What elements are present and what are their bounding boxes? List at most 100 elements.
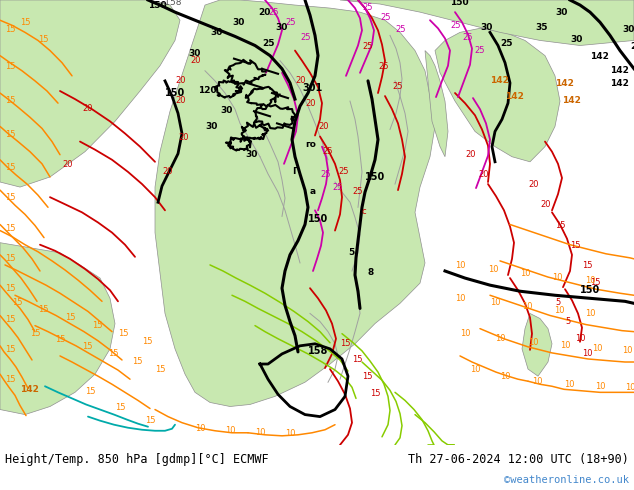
Text: 10: 10 bbox=[255, 428, 266, 437]
Text: 15: 15 bbox=[5, 163, 15, 172]
Text: го: го bbox=[305, 140, 316, 148]
Text: 150: 150 bbox=[308, 215, 328, 224]
Text: 25: 25 bbox=[630, 42, 634, 50]
Text: 30: 30 bbox=[480, 24, 493, 32]
Text: 15: 15 bbox=[5, 193, 15, 202]
Text: 15: 15 bbox=[115, 402, 126, 412]
Text: 10: 10 bbox=[554, 306, 564, 316]
Text: 25: 25 bbox=[322, 147, 332, 156]
Text: 142: 142 bbox=[610, 66, 629, 75]
Polygon shape bbox=[435, 28, 560, 162]
Text: 15: 15 bbox=[362, 372, 373, 381]
Text: 25: 25 bbox=[268, 8, 278, 17]
Text: 10: 10 bbox=[560, 341, 571, 350]
Text: 25: 25 bbox=[320, 170, 330, 179]
Text: 20: 20 bbox=[178, 132, 188, 142]
Text: 15: 15 bbox=[5, 254, 15, 263]
Text: 142: 142 bbox=[562, 96, 581, 105]
Text: 142: 142 bbox=[610, 79, 629, 88]
Text: 25: 25 bbox=[462, 33, 472, 43]
Text: 25: 25 bbox=[380, 13, 391, 22]
Text: 10: 10 bbox=[552, 273, 562, 282]
Text: 142: 142 bbox=[505, 92, 524, 101]
Text: 150: 150 bbox=[165, 88, 185, 98]
Text: 10: 10 bbox=[532, 377, 543, 386]
Text: 15: 15 bbox=[5, 96, 15, 105]
Text: 20: 20 bbox=[175, 96, 186, 105]
Text: 30: 30 bbox=[232, 18, 244, 27]
Text: 20: 20 bbox=[175, 76, 186, 85]
Text: 30: 30 bbox=[510, 0, 522, 2]
Text: 15: 15 bbox=[370, 390, 380, 398]
Text: 15: 15 bbox=[340, 339, 351, 348]
Text: 25: 25 bbox=[352, 187, 363, 196]
Text: 150: 150 bbox=[365, 172, 385, 182]
Polygon shape bbox=[340, 0, 634, 46]
Text: 25: 25 bbox=[500, 39, 512, 48]
Text: 20: 20 bbox=[540, 200, 550, 209]
Text: 10: 10 bbox=[625, 383, 634, 392]
Text: 30: 30 bbox=[188, 49, 200, 58]
Text: 20: 20 bbox=[82, 104, 93, 113]
Text: 25: 25 bbox=[474, 46, 484, 54]
Text: 30: 30 bbox=[275, 24, 287, 32]
Text: a: a bbox=[310, 187, 316, 196]
Text: 15: 15 bbox=[108, 349, 119, 358]
Text: 10: 10 bbox=[225, 426, 235, 435]
Text: 5: 5 bbox=[565, 317, 570, 325]
Text: 10: 10 bbox=[455, 261, 465, 270]
Text: 10: 10 bbox=[582, 349, 593, 358]
Text: 10: 10 bbox=[195, 424, 205, 433]
Text: 25: 25 bbox=[300, 33, 311, 43]
Text: 142: 142 bbox=[555, 79, 574, 88]
Text: 8: 8 bbox=[368, 268, 374, 277]
Text: 15: 15 bbox=[118, 329, 129, 338]
Text: 15: 15 bbox=[5, 375, 15, 384]
Text: 25: 25 bbox=[362, 3, 373, 12]
Text: 15: 15 bbox=[352, 355, 363, 364]
Text: 30: 30 bbox=[220, 106, 233, 115]
Text: 15: 15 bbox=[555, 220, 566, 229]
Text: 5: 5 bbox=[348, 248, 354, 257]
Text: 10: 10 bbox=[595, 382, 605, 392]
Text: 10: 10 bbox=[564, 380, 574, 389]
Text: 10: 10 bbox=[490, 298, 500, 307]
Text: 10: 10 bbox=[575, 334, 586, 343]
Text: Height/Temp. 850 hPa [gdmp][°C] ECMWF: Height/Temp. 850 hPa [gdmp][°C] ECMWF bbox=[5, 453, 269, 466]
Text: 120: 120 bbox=[198, 86, 217, 95]
Text: 15: 15 bbox=[30, 329, 41, 338]
Text: 301: 301 bbox=[302, 83, 322, 93]
Text: 15: 15 bbox=[570, 241, 581, 250]
Text: 20: 20 bbox=[190, 56, 200, 65]
Text: 25: 25 bbox=[285, 18, 295, 27]
Text: 158: 158 bbox=[308, 346, 328, 356]
Text: 10: 10 bbox=[488, 265, 498, 274]
Text: 15: 15 bbox=[85, 388, 96, 396]
Text: 5: 5 bbox=[555, 298, 560, 307]
Text: 20: 20 bbox=[62, 160, 72, 169]
Text: 20: 20 bbox=[478, 170, 489, 179]
Text: 150: 150 bbox=[450, 0, 469, 7]
Text: 15: 15 bbox=[65, 313, 75, 321]
Text: ©weatheronline.co.uk: ©weatheronline.co.uk bbox=[504, 475, 629, 485]
Text: 30: 30 bbox=[555, 8, 567, 17]
Text: 142: 142 bbox=[20, 385, 39, 394]
Polygon shape bbox=[0, 0, 180, 187]
Text: 25: 25 bbox=[338, 167, 349, 176]
Text: 25: 25 bbox=[392, 82, 403, 91]
Text: 150: 150 bbox=[580, 285, 600, 295]
Text: 10: 10 bbox=[528, 338, 538, 347]
Text: 30: 30 bbox=[245, 150, 257, 159]
Text: 15: 15 bbox=[5, 315, 15, 323]
Text: Γ: Γ bbox=[292, 167, 298, 176]
Text: 20: 20 bbox=[295, 76, 306, 85]
Text: 20: 20 bbox=[318, 122, 328, 131]
Text: 30: 30 bbox=[570, 35, 583, 45]
Text: 25: 25 bbox=[378, 62, 389, 71]
Text: 15: 15 bbox=[20, 18, 30, 27]
Text: 15: 15 bbox=[5, 284, 15, 293]
Text: 20: 20 bbox=[305, 99, 316, 108]
Text: 15: 15 bbox=[38, 305, 48, 315]
Polygon shape bbox=[155, 0, 435, 407]
Text: 15: 15 bbox=[142, 337, 153, 346]
